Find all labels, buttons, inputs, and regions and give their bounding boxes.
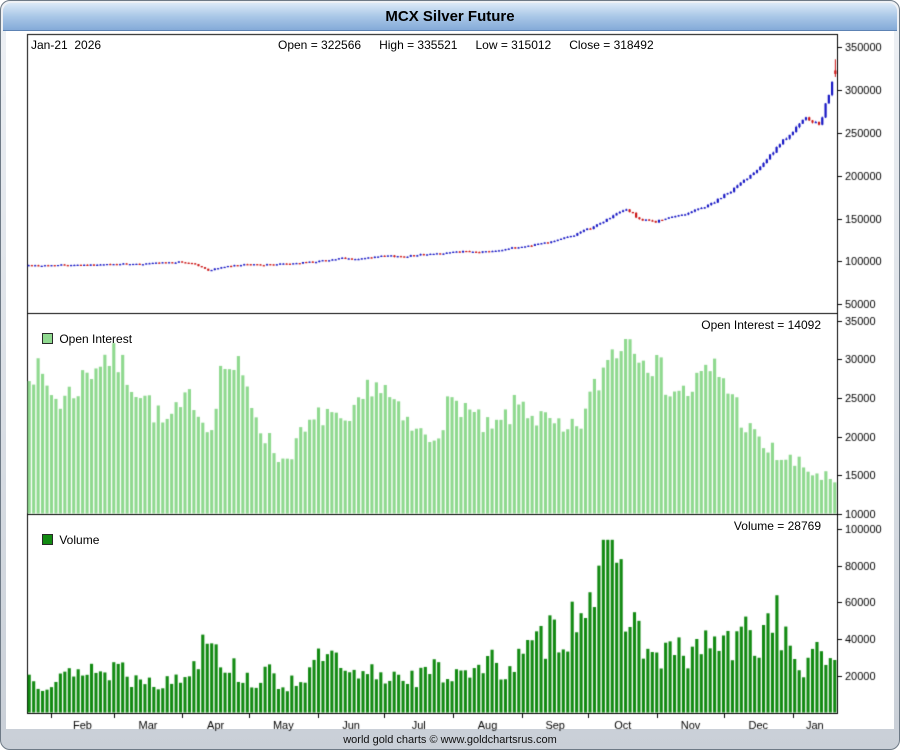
high-value: High = 335521 — [379, 38, 458, 52]
open-value: Open = 322566 — [278, 38, 362, 52]
ohlc-readout: Open = 322566 High = 335521 Low = 315012… — [278, 38, 654, 52]
open-interest-legend-label: Open Interest — [59, 332, 133, 346]
low-value: Low = 315012 — [475, 38, 552, 52]
open-interest-readout: Open Interest = 14092 — [701, 318, 821, 332]
volume-legend-label: Volume — [59, 533, 100, 547]
open-interest-legend-icon — [42, 333, 54, 344]
volume-legend-icon — [42, 534, 54, 545]
volume-readout: Volume = 28769 — [733, 519, 821, 533]
open-interest-legend: Open Interest — [29, 318, 132, 360]
credit-line: world gold charts © www.goldchartsrus.co… — [343, 734, 557, 746]
volume-legend: Volume — [29, 519, 99, 561]
crosshair-date: Jan-21 2026 — [31, 38, 102, 52]
close-value: Close = 318492 — [569, 38, 654, 52]
